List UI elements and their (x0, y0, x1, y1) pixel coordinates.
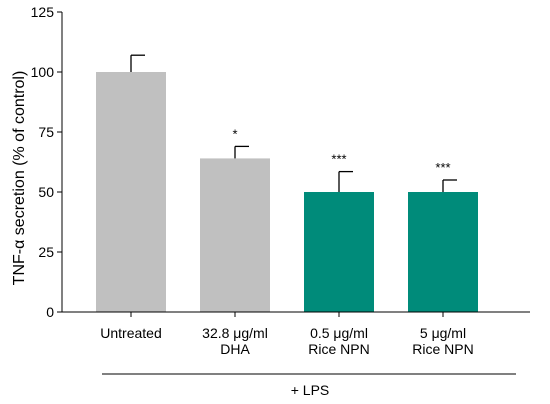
bar (408, 192, 478, 312)
y-tick-label: 25 (38, 244, 54, 260)
y-tick-label: 0 (46, 304, 54, 320)
x-tick-label-line2: DHA (220, 341, 250, 357)
x-tick-label: Untreated (100, 325, 161, 341)
group-label: + LPS (291, 382, 330, 398)
x-tick-label: 0.5 μg/ml (310, 325, 368, 341)
significance-label: * (232, 126, 237, 141)
x-tick-label: 5 μg/ml (420, 325, 466, 341)
y-tick-label: 75 (38, 124, 54, 140)
x-tick-label-line2: Rice NPN (412, 341, 473, 357)
y-tick-label: 100 (31, 64, 55, 80)
y-axis-title: TNF-α secretion (% of control) (11, 71, 28, 286)
y-tick-label: 50 (38, 184, 54, 200)
significance-label: *** (331, 152, 346, 167)
y-tick-label: 125 (31, 4, 55, 20)
bar (304, 192, 374, 312)
bar (96, 72, 166, 312)
y-axis: 0 25 50 75 100 125 (31, 4, 63, 320)
x-tick-label-line2: Rice NPN (308, 341, 369, 357)
bars-group: ******* (96, 54, 478, 312)
x-tick-label: 32.8 μg/ml (202, 325, 268, 341)
significance-label: *** (435, 160, 450, 175)
bar (200, 158, 270, 312)
